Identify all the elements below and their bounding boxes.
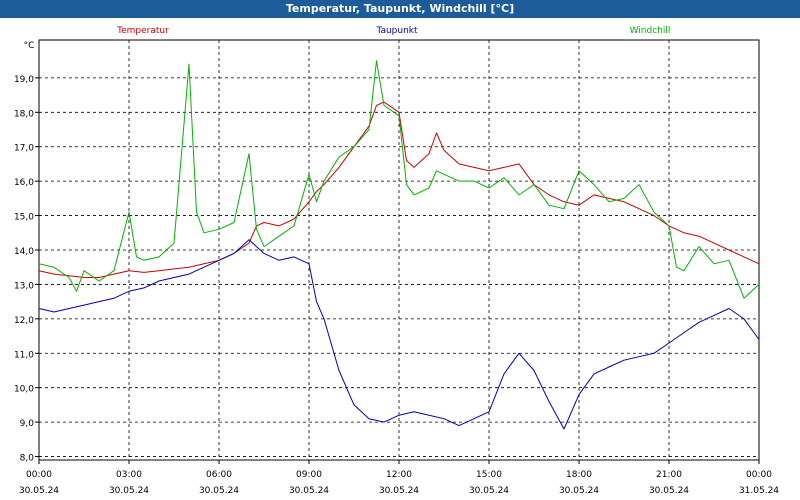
x-tick-date-label: 30.05.24 [649,486,689,496]
y-axis-label: °C [24,41,35,51]
y-tick-label: 14,0 [14,247,34,257]
y-tick-label: 18,0 [14,109,34,119]
legend-entry-windchill: Windchill [630,26,671,36]
y-tick-label: 10,0 [14,385,34,395]
x-tick-date-label: 30.05.24 [289,486,329,496]
x-tick-date-label: 30.05.24 [109,486,149,496]
y-tick-label: 15,0 [14,213,34,223]
x-tick-date-label: 30.05.24 [379,486,419,496]
window-title-bar: Temperatur, Taupunkt, Windchill [°C] [0,0,800,18]
y-tick-label: 9,0 [20,419,35,429]
y-tick-label: 11,0 [14,350,34,360]
x-tick-time-label: 12:00 [386,470,412,480]
x-tick-date-label: 30.05.24 [469,486,509,496]
x-tick-time-label: 09:00 [296,470,322,480]
legend-entry-taupunkt: Taupunkt [375,26,418,36]
x-tick-date-label: 30.05.24 [559,486,599,496]
x-tick-time-label: 18:00 [566,470,592,480]
window-title: Temperatur, Taupunkt, Windchill [°C] [285,2,515,15]
y-tick-label: 16,0 [14,178,34,188]
x-tick-time-label: 15:00 [476,470,502,480]
legend-entry-temperatur: Temperatur [116,26,169,36]
x-tick-time-label: 03:00 [116,470,142,480]
x-tick-date-label: 31.05.24 [739,486,779,496]
x-tick-date-label: 30.05.24 [199,486,239,496]
series-line-taupunkt [38,239,760,430]
x-tick-time-label: 00:00 [26,470,52,480]
x-tick-date-label: 30.05.24 [19,486,59,496]
series-line-windchill [38,60,760,299]
x-tick-time-label: 21:00 [656,470,682,480]
y-tick-label: 19,0 [14,75,34,85]
x-tick-time-label: 00:00 [746,470,772,480]
y-tick-label: 13,0 [14,281,34,291]
y-tick-label: 8,0 [20,454,35,464]
y-tick-label: 17,0 [14,144,34,154]
series-line-temperatur [38,101,760,278]
y-tick-label: 12,0 [14,316,34,326]
x-tick-time-label: 06:00 [206,470,232,480]
